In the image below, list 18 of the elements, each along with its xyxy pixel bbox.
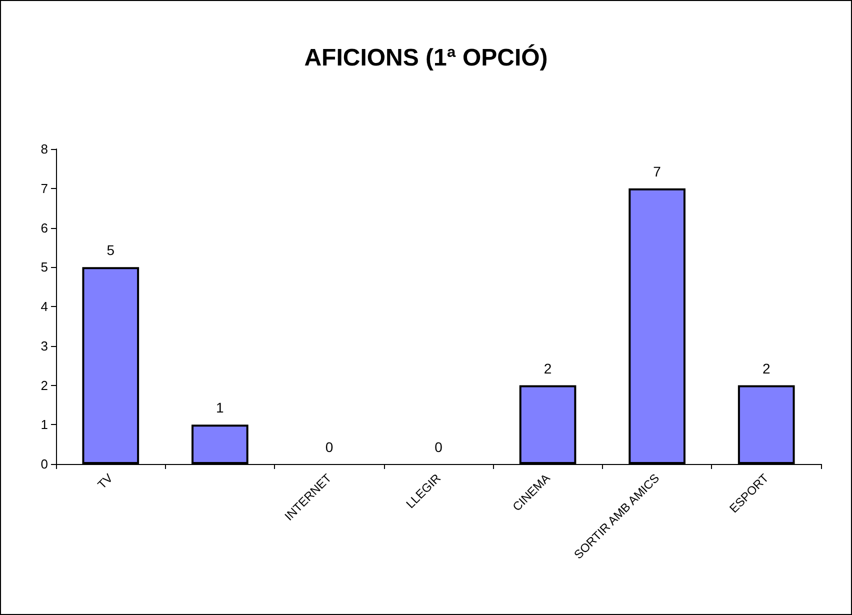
y-tick-label: 8 <box>40 142 48 156</box>
y-tick-label: 7 <box>40 180 48 196</box>
y-tick-label: 6 <box>40 220 48 236</box>
y-tick-label: 1 <box>40 417 48 432</box>
data-label: 2 <box>544 360 552 376</box>
y-tick-label: 3 <box>40 338 48 354</box>
data-label: 2 <box>762 360 770 376</box>
data-label: 7 <box>653 163 662 180</box>
data-label: 0 <box>325 439 334 455</box>
data-label: 5 <box>106 242 115 258</box>
data-label: 0 <box>434 439 443 455</box>
chart-title: AFICIONS (1ª OPCIÓ) <box>304 44 548 72</box>
y-tick-label: 5 <box>40 260 48 275</box>
y-tick-label: 4 <box>40 299 48 314</box>
x-tick-label: TV <box>94 471 116 492</box>
y-tick-label: 2 <box>40 378 48 393</box>
data-label: 1 <box>216 400 224 416</box>
y-tick-label: 0 <box>40 456 48 472</box>
